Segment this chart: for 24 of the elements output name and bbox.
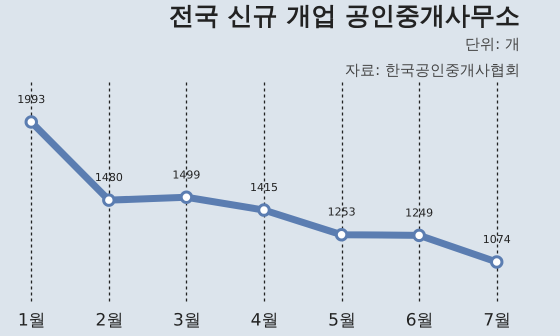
data-label: 1253: [328, 206, 356, 219]
point: [334, 228, 348, 242]
data-label: 1415: [250, 181, 278, 194]
point: [180, 190, 194, 204]
point: [24, 115, 38, 129]
data-label: 1249: [405, 206, 434, 220]
x-tick-label: 3월: [173, 310, 201, 330]
x-tick-label: 6월: [406, 310, 434, 330]
x-tick-label: 2월: [95, 310, 124, 330]
data-label: 1499: [172, 168, 200, 182]
data-label: 1993: [17, 93, 46, 106]
x-tick-label: 1월: [18, 310, 46, 330]
point: [490, 255, 504, 269]
chart-subtitle: 단위: 개: [465, 35, 520, 53]
data-label: 1074: [482, 233, 511, 246]
point: [257, 203, 271, 217]
x-tick-label: 4월: [250, 310, 278, 330]
text: 자료: 한국공인중개사협회: [345, 61, 520, 79]
point: [102, 193, 116, 207]
x-tick-label: 5월: [328, 310, 356, 330]
x-tick-label: 7월: [483, 310, 512, 330]
point: [412, 228, 426, 242]
chart-title: 전국 신규 개업 공인중개사무소: [168, 1, 520, 30]
data-label: 1480: [94, 171, 123, 184]
